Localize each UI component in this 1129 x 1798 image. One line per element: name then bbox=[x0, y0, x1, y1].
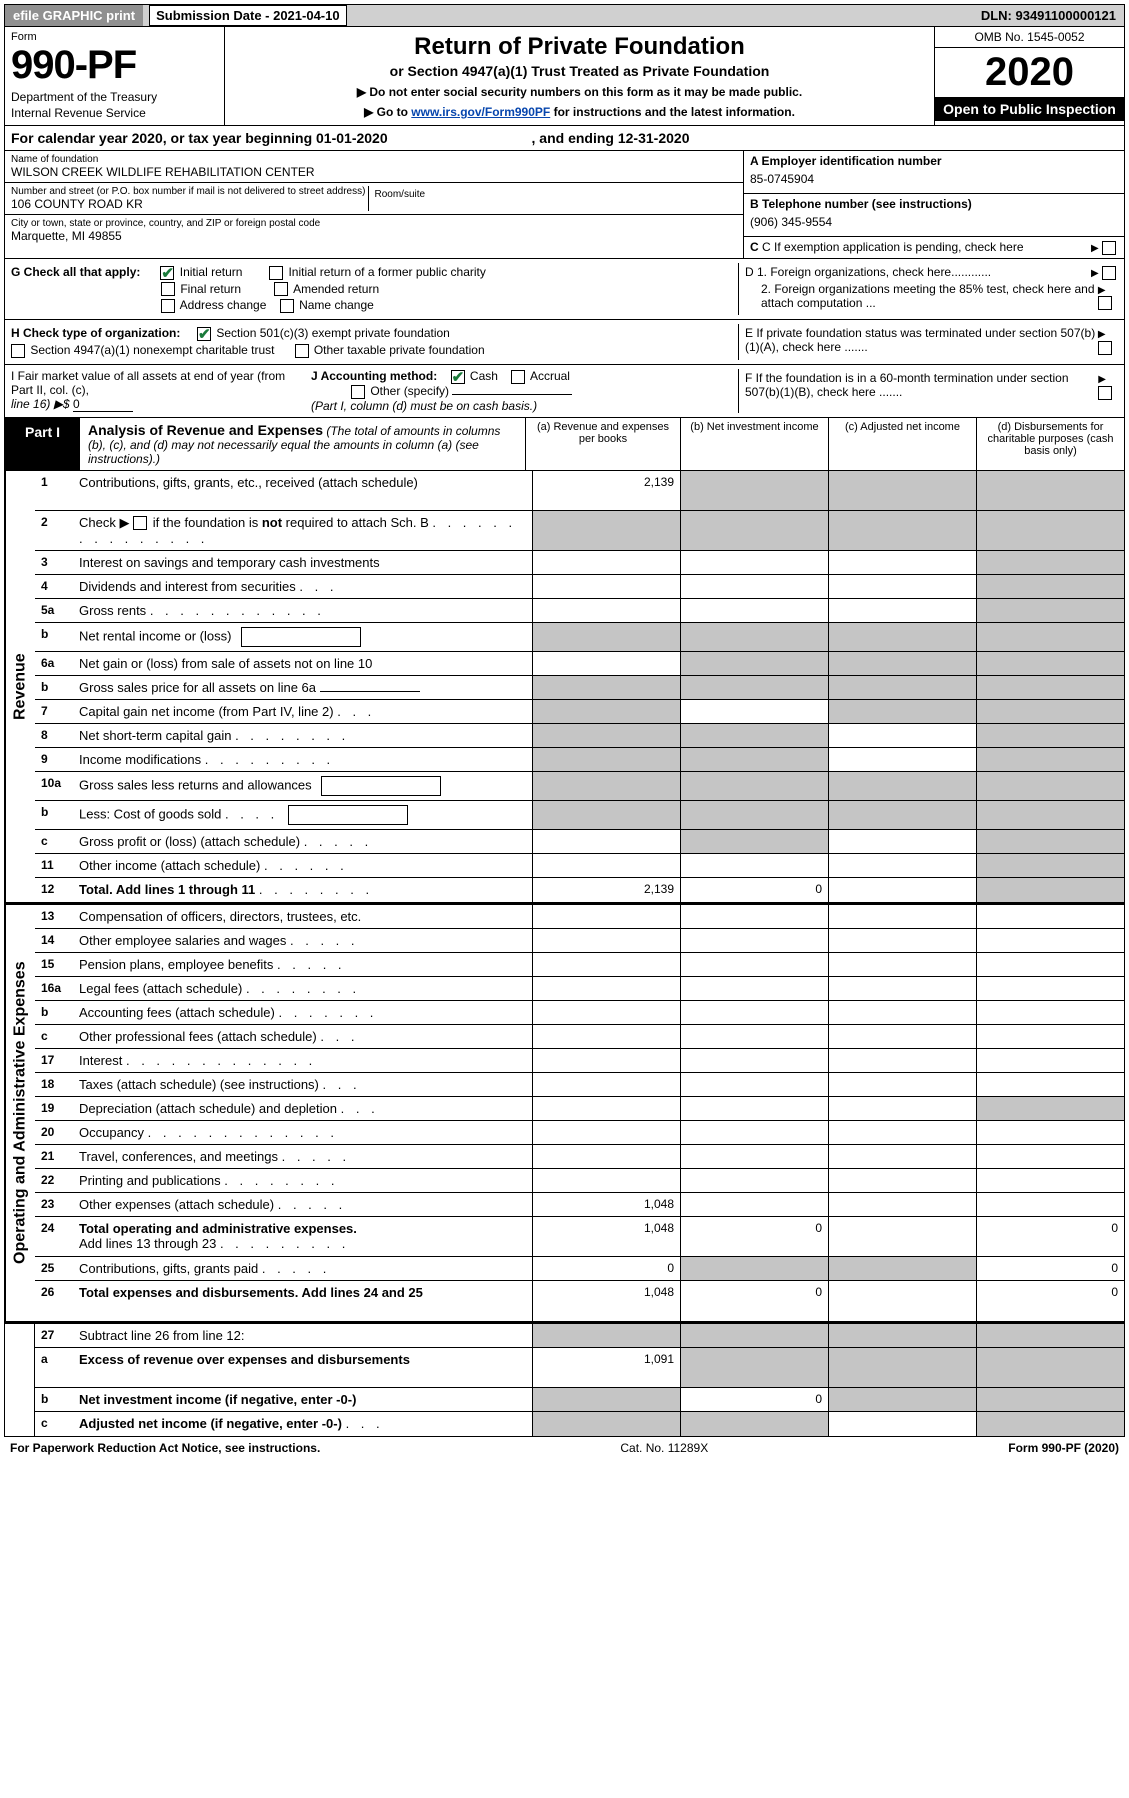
ein-label: A Employer identification number bbox=[750, 154, 1118, 168]
f-label: F If the foundation is in a 60-month ter… bbox=[745, 371, 1098, 400]
form-header: Form 990-PF Department of the Treasury I… bbox=[4, 27, 1125, 126]
foundation-name: WILSON CREEK WILDLIFE REHABILITATION CEN… bbox=[11, 165, 737, 179]
initial-former-checkbox[interactable] bbox=[269, 266, 283, 280]
city-state-zip: Marquette, MI 49855 bbox=[11, 229, 737, 243]
part-i-tab: Part I bbox=[5, 418, 80, 470]
section-ij: I Fair market value of all assets at end… bbox=[4, 365, 1125, 418]
d1-checkbox[interactable] bbox=[1102, 266, 1116, 280]
schb-checkbox[interactable] bbox=[133, 516, 147, 530]
col-d-header: (d) Disbursements for charitable purpose… bbox=[976, 418, 1124, 470]
page-footer: For Paperwork Reduction Act Notice, see … bbox=[4, 1437, 1125, 1459]
name-label: Name of foundation bbox=[11, 154, 737, 165]
f-checkbox[interactable] bbox=[1098, 386, 1112, 400]
street-address: 106 COUNTY ROAD KR bbox=[11, 197, 368, 211]
final-return-checkbox[interactable] bbox=[161, 282, 175, 296]
info-block: Name of foundation WILSON CREEK WILDLIFE… bbox=[4, 151, 1125, 259]
room-label: Room/suite bbox=[375, 189, 732, 200]
d2-checkbox[interactable] bbox=[1098, 296, 1112, 310]
i-label: I Fair market value of all assets at end… bbox=[11, 369, 301, 397]
dept-treasury: Department of the Treasury bbox=[11, 90, 218, 104]
city-label: City or town, state or province, country… bbox=[11, 218, 737, 229]
other-taxable-checkbox[interactable] bbox=[295, 344, 309, 358]
other-method-checkbox[interactable] bbox=[351, 385, 365, 399]
form-number: 990-PF bbox=[11, 43, 218, 88]
ein-value: 85-0745904 bbox=[750, 168, 1118, 190]
name-change-checkbox[interactable] bbox=[280, 299, 294, 313]
omb-number: OMB No. 1545-0052 bbox=[935, 27, 1124, 48]
c-label: C C If exemption application is pending,… bbox=[750, 240, 1024, 254]
e-label: E If private foundation status was termi… bbox=[745, 326, 1098, 355]
amended-return-checkbox[interactable] bbox=[274, 282, 288, 296]
opex-table: Operating and Administrative Expenses 13… bbox=[4, 903, 1125, 1322]
d2-label: 2. Foreign organizations meeting the 85%… bbox=[761, 282, 1098, 311]
cash-checkbox[interactable] bbox=[451, 370, 465, 384]
open-public: Open to Public Inspection bbox=[935, 97, 1124, 121]
col-c-header: (c) Adjusted net income bbox=[828, 418, 976, 470]
part-i-header: Part I Analysis of Revenue and Expenses … bbox=[4, 418, 1125, 471]
tax-year: 2020 bbox=[935, 48, 1124, 97]
addr-label: Number and street (or P.O. box number if… bbox=[11, 186, 368, 197]
tel-label: B Telephone number (see instructions) bbox=[750, 197, 1118, 211]
4947-checkbox[interactable] bbox=[11, 344, 25, 358]
form-subtitle: or Section 4947(a)(1) Trust Treated as P… bbox=[235, 63, 924, 79]
c-checkbox[interactable] bbox=[1102, 241, 1116, 255]
instr-ssn: ▶ Do not enter social security numbers o… bbox=[235, 85, 924, 99]
j-note: (Part I, column (d) must be on cash basi… bbox=[311, 399, 738, 413]
revenue-side-label: Revenue bbox=[5, 471, 35, 902]
section-g: G Check all that apply: Initial return I… bbox=[4, 259, 1125, 320]
dept-irs: Internal Revenue Service bbox=[11, 106, 218, 120]
accrual-checkbox[interactable] bbox=[511, 370, 525, 384]
revenue-table: Revenue 1Contributions, gifts, grants, e… bbox=[4, 471, 1125, 903]
dln-label: DLN: 93491100000121 bbox=[973, 5, 1124, 26]
calendar-year-row: For calendar year 2020, or tax year begi… bbox=[4, 126, 1125, 151]
section-h: H Check type of organization: Section 50… bbox=[4, 320, 1125, 365]
irs-link[interactable]: www.irs.gov/Form990PF bbox=[411, 105, 550, 119]
form-title: Return of Private Foundation bbox=[235, 33, 924, 61]
footer-left: For Paperwork Reduction Act Notice, see … bbox=[10, 1441, 320, 1455]
opex-side-label: Operating and Administrative Expenses bbox=[5, 905, 35, 1321]
footer-right: Form 990-PF (2020) bbox=[1008, 1441, 1119, 1455]
tel-value: (906) 345-9554 bbox=[750, 211, 1118, 233]
col-b-header: (b) Net investment income bbox=[680, 418, 828, 470]
e-checkbox[interactable] bbox=[1098, 341, 1112, 355]
fmv-value: 0 bbox=[73, 397, 133, 412]
instr-link: ▶ Go to www.irs.gov/Form990PF for instru… bbox=[235, 105, 924, 119]
submission-date: Submission Date - 2021-04-10 bbox=[149, 5, 347, 26]
footer-mid: Cat. No. 11289X bbox=[620, 1441, 708, 1455]
net-table: 27Subtract line 26 from line 12: aExcess… bbox=[4, 1322, 1125, 1437]
col-a-header: (a) Revenue and expenses per books bbox=[525, 418, 680, 470]
top-bar: efile GRAPHIC print Submission Date - 20… bbox=[4, 4, 1125, 27]
form-label: Form bbox=[11, 31, 218, 43]
efile-print-button[interactable]: efile GRAPHIC print bbox=[5, 5, 143, 26]
address-change-checkbox[interactable] bbox=[161, 299, 175, 313]
d1-label: D 1. Foreign organizations, check here..… bbox=[745, 265, 991, 280]
501c3-checkbox[interactable] bbox=[197, 327, 211, 341]
initial-return-checkbox[interactable] bbox=[160, 266, 174, 280]
